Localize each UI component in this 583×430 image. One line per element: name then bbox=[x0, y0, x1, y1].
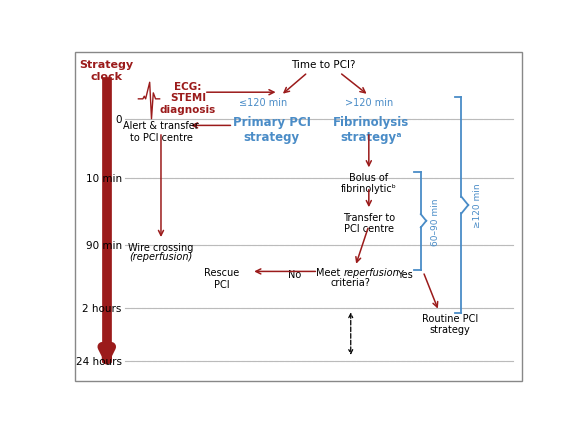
Text: 60–90 min: 60–90 min bbox=[431, 198, 440, 245]
Text: reperfusion: reperfusion bbox=[344, 268, 400, 278]
Text: Bolus of
fibrinolyticᵇ: Bolus of fibrinolyticᵇ bbox=[341, 172, 397, 194]
Text: >120 min: >120 min bbox=[345, 97, 393, 107]
Text: Transfer to
PCI centre: Transfer to PCI centre bbox=[343, 212, 395, 234]
Text: 90 min: 90 min bbox=[86, 240, 122, 250]
Text: ≥120 min: ≥120 min bbox=[473, 183, 482, 228]
Text: 0: 0 bbox=[115, 114, 122, 124]
Text: Wire crossing: Wire crossing bbox=[128, 242, 194, 252]
Text: ≤120 min: ≤120 min bbox=[238, 97, 287, 107]
Text: ECG:
STEMI
diagnosis: ECG: STEMI diagnosis bbox=[160, 81, 216, 114]
Text: criteria?: criteria? bbox=[331, 277, 371, 287]
Text: Time to PCI?: Time to PCI? bbox=[292, 60, 356, 70]
Text: No: No bbox=[287, 270, 301, 280]
Text: 2 hours: 2 hours bbox=[82, 303, 122, 313]
Text: Strategy
clock: Strategy clock bbox=[80, 60, 134, 81]
Text: 10 min: 10 min bbox=[86, 174, 122, 184]
Text: Alert & transfer
to PCI centre: Alert & transfer to PCI centre bbox=[123, 121, 199, 143]
Text: 24 hours: 24 hours bbox=[76, 356, 122, 366]
Text: Yes: Yes bbox=[397, 270, 413, 280]
Text: (reperfusion): (reperfusion) bbox=[129, 251, 192, 261]
Text: Primary PCI
strategy: Primary PCI strategy bbox=[233, 116, 311, 144]
Text: Routine PCI
strategy: Routine PCI strategy bbox=[422, 313, 478, 335]
Text: Fibrinolysis
strategyᵃ: Fibrinolysis strategyᵃ bbox=[333, 116, 409, 144]
Text: Rescue
PCI: Rescue PCI bbox=[205, 268, 240, 289]
Text: Meet: Meet bbox=[317, 268, 344, 278]
